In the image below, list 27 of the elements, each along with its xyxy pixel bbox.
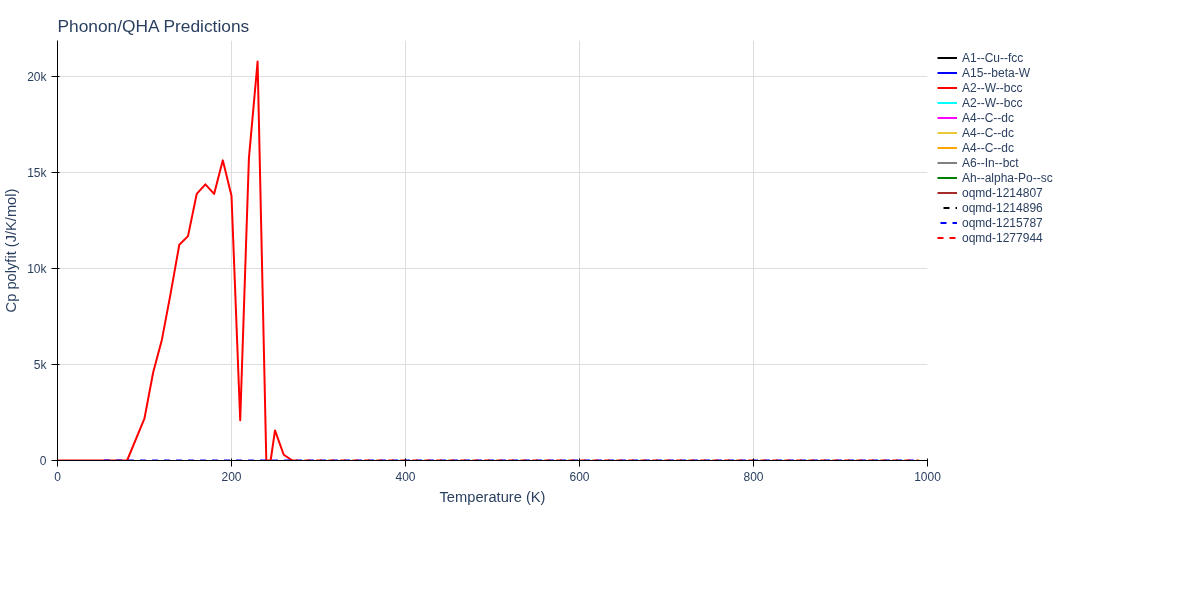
y-tick-label: 20k [27,69,48,84]
y-tick-label: 10k [27,261,48,276]
legend-label: oqmd-1215787 [962,215,1043,230]
legend-label: A1--Cu--fcc [962,50,1024,65]
x-tick-label: 0 [54,469,62,484]
legend-label: oqmd-1214896 [962,200,1043,215]
legend-label: oqmd-1277944 [962,230,1043,245]
y-tick-label: 15k [27,165,48,180]
legend-label: A4--C--dc [962,110,1015,125]
legend-label: A2--W--bcc [962,95,1023,110]
x-axis-title: Temperature (K) [439,488,546,505]
y-tick-label: 0 [39,453,47,468]
legend-label: A4--C--dc [962,140,1015,155]
legend-label: A6--In--bct [962,155,1019,170]
legend-label: oqmd-1214807 [962,185,1043,200]
legend-label: Ah--alpha-Po--sc [962,170,1053,185]
x-tick-label: 800 [743,469,764,484]
x-tick-label: 400 [395,469,416,484]
y-axis-title: Cp polyfit (J/K/mol) [3,188,20,313]
legend-label: A15--beta-W [962,65,1031,80]
y-tick-label: 5k [33,357,48,372]
chart-title: Phonon/QHA Predictions [57,15,250,36]
legend-label: A4--C--dc [962,125,1015,140]
x-tick-label: 600 [569,469,590,484]
x-tick-label: 1000 [914,469,942,484]
x-tick-label: 200 [221,469,242,484]
legend-label: A2--W--bcc [962,80,1023,95]
